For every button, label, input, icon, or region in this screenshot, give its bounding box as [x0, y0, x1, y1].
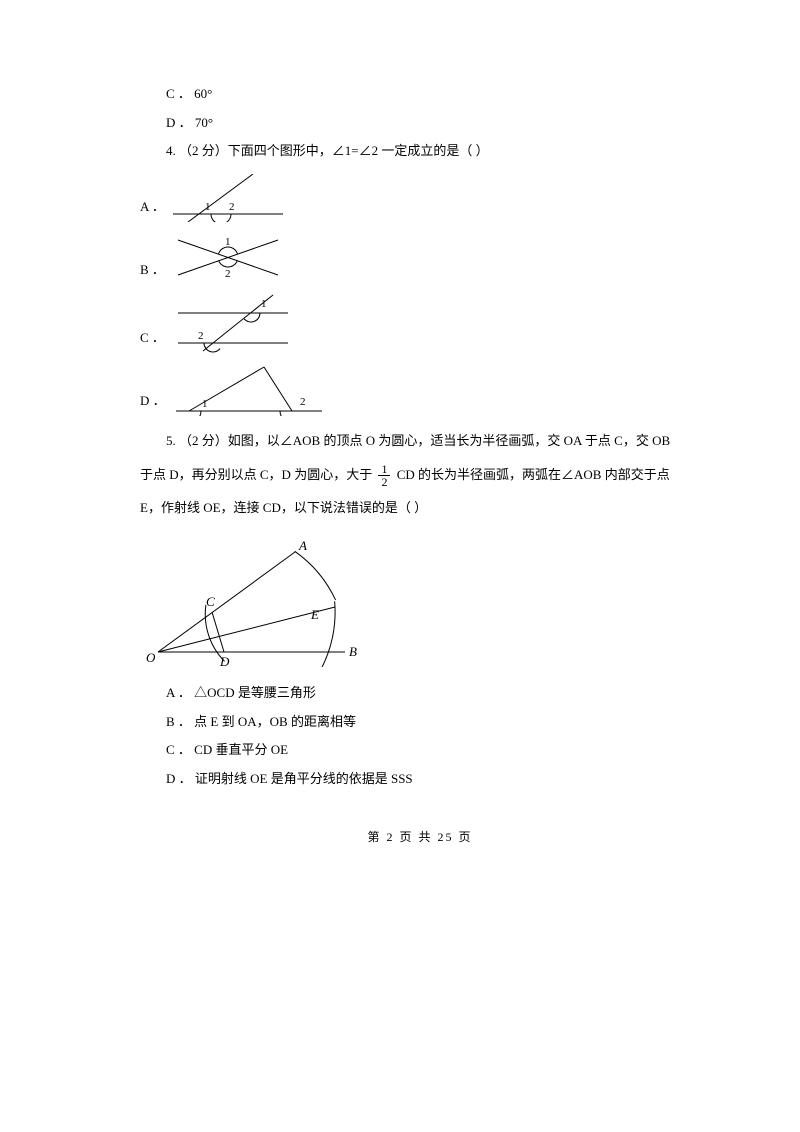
q5-option-d: D ． 证明射线 OE 是角平分线的依据是 SSS — [140, 765, 700, 794]
svg-text:C: C — [206, 594, 215, 609]
q4-diagram-b: 12 — [173, 230, 283, 285]
q4-d-label: D ． — [140, 387, 166, 416]
q4-option-b: B ． 12 — [140, 230, 700, 285]
q5-stem-line1: 5. （2 分）如图，以∠AOB 的顶点 O 为圆心，适当长为半径画弧，交 OA… — [166, 433, 670, 448]
svg-text:B: B — [349, 644, 357, 659]
q5-option-c: C ． CD 垂直平分 OE — [140, 736, 700, 765]
svg-text:1: 1 — [202, 398, 208, 410]
option-d-top: D ． 70° — [140, 109, 700, 138]
q5-stem: 5. （2 分）如图，以∠AOB 的顶点 O 为圆心，适当长为半径画弧，交 OA… — [140, 424, 700, 525]
svg-text:1: 1 — [261, 298, 267, 310]
q4-stem: 4. （2 分）下面四个图形中，∠1=∠2 一定成立的是（ ） — [140, 137, 700, 166]
q5-diagram: O A B C D E — [140, 537, 360, 667]
q5-figure: O A B C D E — [140, 537, 700, 667]
svg-text:O: O — [146, 650, 156, 665]
q5-stem-line2a: 于点 D，再分别以点 C，D 为圆心，大于 — [140, 467, 375, 482]
q5-stem-line2b: CD 的长为半径画弧，两弧在∠AOB 内部交于点 — [393, 467, 669, 482]
svg-text:2: 2 — [225, 268, 231, 280]
option-c-top: C ． 60° — [140, 80, 700, 109]
svg-text:A: A — [298, 538, 307, 553]
q4-b-label: B ． — [140, 256, 165, 285]
q4-option-c: C ． 12 — [140, 293, 700, 353]
fraction-half: 12 — [378, 463, 390, 488]
page-footer: 第 2 页 共 25 页 — [140, 824, 700, 850]
q4-diagram-d: 12 — [174, 361, 324, 416]
svg-text:1: 1 — [225, 236, 231, 248]
q5-stem-line3: E，作射线 OE，连接 CD，以下说法错误的是（ ） — [140, 500, 427, 515]
q4-diagram-c: 12 — [173, 293, 293, 353]
svg-text:1: 1 — [205, 201, 211, 213]
q5-option-a: A ． △OCD 是等腰三角形 — [140, 679, 700, 708]
svg-text:E: E — [310, 607, 319, 622]
svg-text:2: 2 — [229, 201, 235, 213]
q4-a-label: A ． — [140, 193, 165, 222]
q5-option-b: B ． 点 E 到 OA，OB 的距离相等 — [140, 708, 700, 737]
svg-text:2: 2 — [198, 330, 204, 342]
frac-den: 2 — [378, 476, 390, 488]
q4-option-d: D ． 12 — [140, 361, 700, 416]
svg-text:2: 2 — [300, 396, 306, 408]
svg-text:D: D — [219, 654, 230, 667]
q4-diagram-a: 12 — [173, 174, 283, 222]
q4-option-a: A ． 12 — [140, 174, 700, 222]
page-content: C ． 60° D ． 70° 4. （2 分）下面四个图形中，∠1=∠2 一定… — [0, 0, 800, 890]
q4-c-label: C ． — [140, 324, 165, 353]
